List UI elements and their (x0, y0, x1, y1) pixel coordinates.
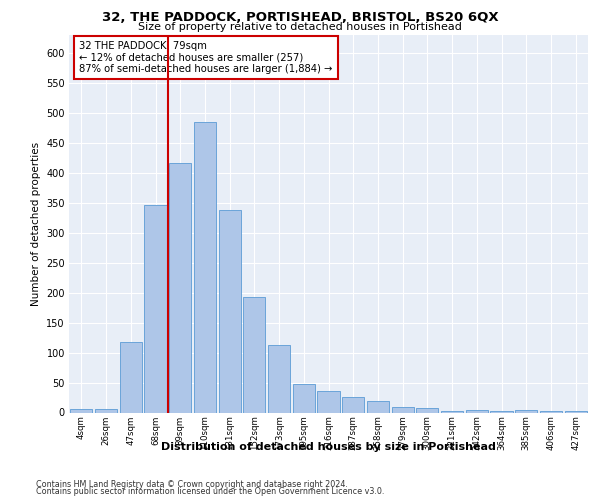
Bar (293, 384, 315, 412)
Text: Contains public sector information licensed under the Open Government Licence v3: Contains public sector information licen… (36, 487, 385, 496)
Bar (515, 410, 538, 412)
Bar (145, 204, 167, 412)
Bar (540, 410, 562, 412)
Bar (392, 406, 414, 412)
Bar (565, 410, 587, 412)
Bar (268, 346, 290, 412)
Bar (243, 298, 265, 412)
Text: Contains HM Land Registry data © Crown copyright and database right 2024.: Contains HM Land Registry data © Crown c… (36, 480, 348, 489)
Bar (119, 342, 142, 412)
Bar (95, 409, 117, 412)
Bar (416, 408, 439, 412)
Bar (194, 122, 216, 412)
Text: Size of property relative to detached houses in Portishead: Size of property relative to detached ho… (138, 22, 462, 32)
Bar (466, 410, 488, 412)
Bar (367, 401, 389, 412)
Y-axis label: Number of detached properties: Number of detached properties (31, 142, 41, 306)
Text: 32 THE PADDOCK: 79sqm
← 12% of detached houses are smaller (257)
87% of semi-det: 32 THE PADDOCK: 79sqm ← 12% of detached … (79, 40, 333, 74)
Bar (169, 163, 191, 412)
Text: Distribution of detached houses by size in Portishead: Distribution of detached houses by size … (161, 442, 496, 452)
Text: 32, THE PADDOCK, PORTISHEAD, BRISTOL, BS20 6QX: 32, THE PADDOCK, PORTISHEAD, BRISTOL, BS… (101, 11, 499, 24)
Bar (342, 397, 364, 412)
Bar (218, 210, 241, 412)
Bar (490, 410, 512, 412)
Bar (441, 410, 463, 412)
Bar (70, 409, 92, 412)
Bar (317, 391, 340, 412)
